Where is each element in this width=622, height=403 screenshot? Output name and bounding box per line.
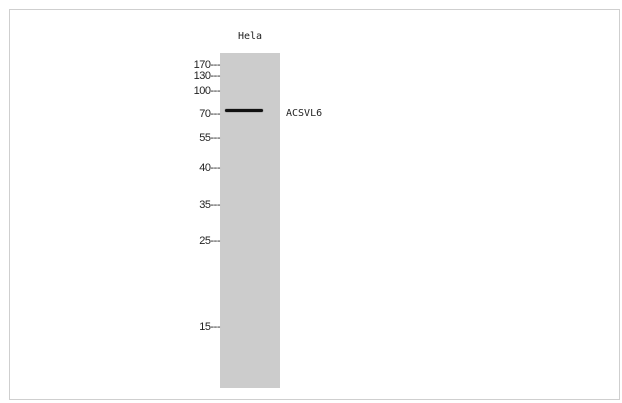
gel-lane bbox=[220, 53, 280, 388]
marker-55: 55--- bbox=[199, 132, 220, 144]
marker-35: 35--- bbox=[199, 199, 220, 211]
marker-170: 170--- bbox=[193, 59, 221, 71]
marker-15: 15--- bbox=[199, 321, 220, 333]
marker-40: 40--- bbox=[199, 162, 220, 174]
band-label: ACSVL6 bbox=[286, 108, 323, 119]
marker-100: 100--- bbox=[193, 85, 221, 97]
marker-70: 70--- bbox=[199, 108, 220, 120]
marker-130: 130--- bbox=[193, 70, 221, 82]
protein-band bbox=[225, 109, 263, 112]
marker-25: 25--- bbox=[199, 235, 220, 247]
lane-label: Hela bbox=[237, 31, 263, 42]
blot-frame bbox=[9, 9, 620, 400]
